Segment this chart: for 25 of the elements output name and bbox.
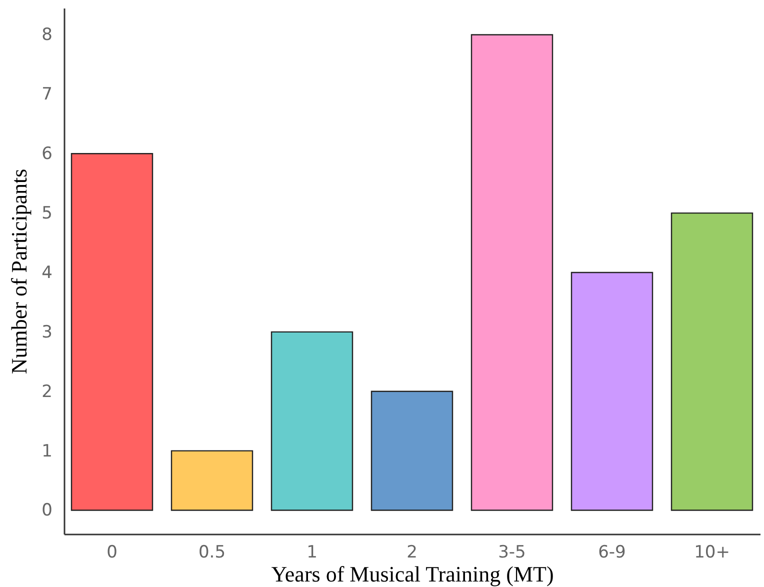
- x-tick-label: 10+: [694, 542, 730, 562]
- x-tick-label: 0: [106, 542, 118, 562]
- y-tick-label: 8: [42, 25, 52, 46]
- bar: [670, 212, 754, 511]
- x-axis-title: Years of Musical Training (MT): [271, 562, 554, 586]
- bar: [270, 331, 354, 511]
- x-tick-label: 1: [306, 542, 318, 562]
- y-tick-label: 3: [42, 322, 52, 342]
- y-tick-label: 5: [42, 204, 52, 224]
- x-tick-label: 0.5: [198, 542, 226, 562]
- bar: [470, 34, 554, 511]
- y-tick-label: 4: [42, 262, 52, 283]
- x-tick-label: 2: [406, 542, 418, 562]
- bar: [70, 153, 154, 511]
- y-tick-label: 6: [42, 144, 52, 164]
- y-axis-title: Number of Participants: [6, 168, 32, 374]
- y-tick-label: 0: [42, 500, 52, 521]
- y-tick-label: 2: [42, 382, 52, 402]
- bar: [370, 390, 454, 511]
- x-tick-label: 3-5: [498, 542, 526, 562]
- x-tick-label: 6-9: [598, 542, 626, 562]
- y-tick-label: 7: [42, 84, 52, 105]
- bar: [170, 450, 254, 511]
- y-tick-label: 1: [42, 441, 52, 462]
- bar: [570, 272, 654, 511]
